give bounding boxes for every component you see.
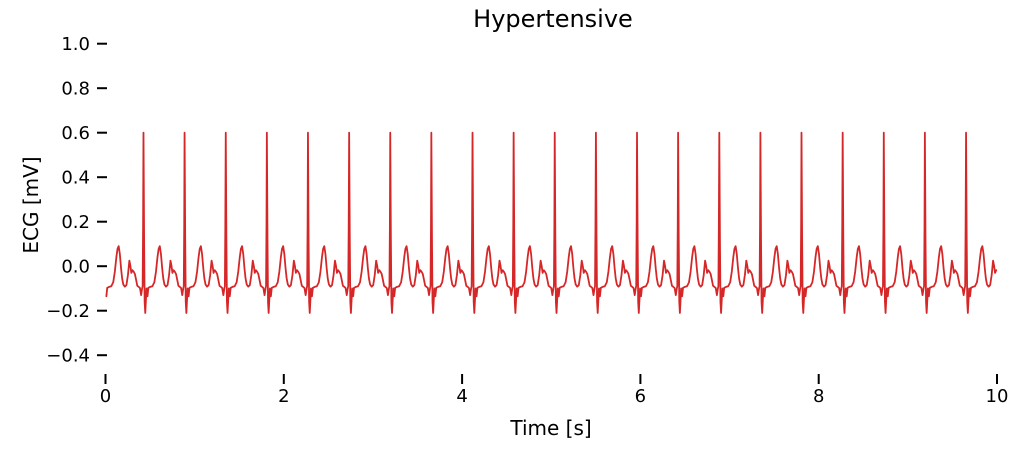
chart-title: Hypertensive (473, 5, 633, 33)
x-tick-label: 4 (456, 386, 467, 407)
x-tick-label: 6 (635, 386, 646, 407)
y-tick-label: −0.4 (46, 346, 90, 367)
y-tick-label: 1.0 (61, 34, 90, 55)
x-tick-label: 10 (986, 386, 1009, 407)
y-tick-label: 0.0 (61, 257, 90, 278)
x-axis-label: Time [s] (510, 416, 592, 440)
x-tick-label: 0 (100, 386, 111, 407)
y-tick-label: 0.8 (61, 79, 90, 100)
y-tick-label: 0.4 (61, 168, 90, 189)
y-tick-label: 0.6 (61, 123, 90, 144)
x-tick-label: 8 (813, 386, 824, 407)
ecg-waveform (105, 131, 998, 314)
x-tick-label: 2 (278, 386, 289, 407)
y-tick-label: −0.2 (46, 301, 90, 322)
y-tick-label: 0.2 (61, 212, 90, 233)
